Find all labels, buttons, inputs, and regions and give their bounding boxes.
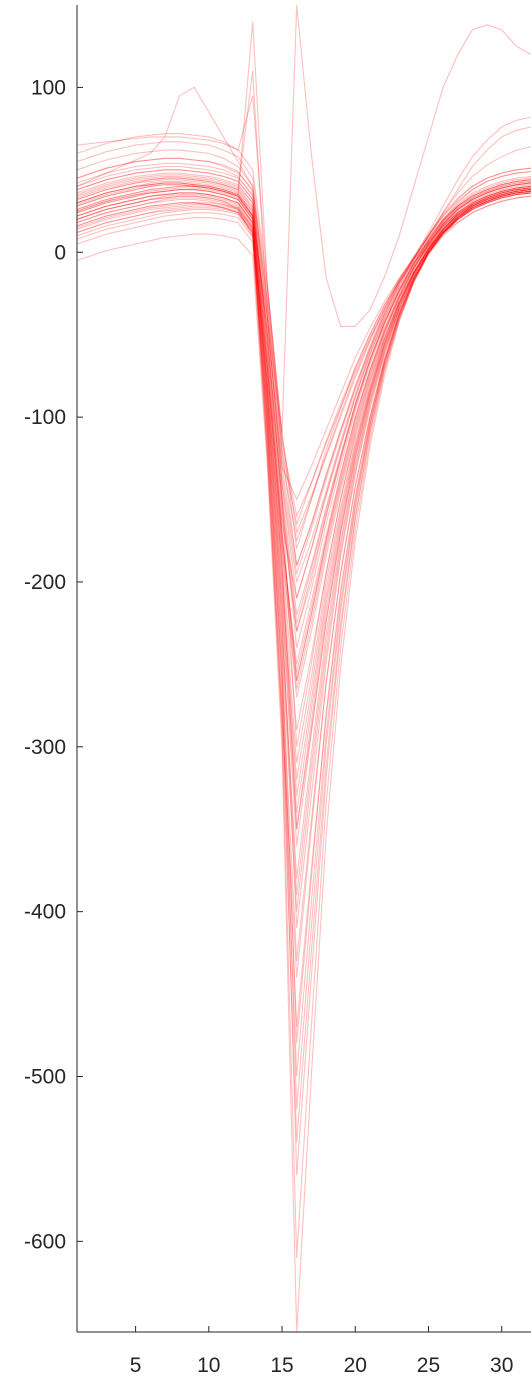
y-tick-label: -300 bbox=[24, 736, 66, 759]
x-tick-label: 20 bbox=[344, 1354, 367, 1377]
waveform-line-15 bbox=[76, 169, 531, 649]
y-tick-label: 0 bbox=[54, 241, 66, 264]
waveform-line-27 bbox=[76, 162, 531, 616]
waveform-line-22 bbox=[76, 175, 531, 599]
waveform-line-25 bbox=[76, 182, 531, 665]
waveform-line-39 bbox=[76, 169, 531, 624]
waveform-line-16 bbox=[76, 185, 531, 731]
waveform-line-7 bbox=[76, 184, 531, 501]
waveform-line-6 bbox=[76, 190, 531, 929]
waveform-line-29 bbox=[76, 185, 531, 764]
waveform-line-36 bbox=[76, 189, 531, 896]
waveform-line-12 bbox=[76, 187, 531, 780]
waveform-line-28 bbox=[76, 190, 531, 1028]
y-tick-label: 100 bbox=[31, 76, 66, 99]
y-tick-label: -200 bbox=[24, 571, 66, 594]
x-tick-label: 30 bbox=[490, 1354, 513, 1377]
y-tick-label: -100 bbox=[24, 406, 66, 429]
series-lines bbox=[76, 4, 531, 1333]
y-tick-label: -500 bbox=[24, 1065, 66, 1088]
waveform-line-20 bbox=[76, 180, 531, 682]
waveform-line-23 bbox=[76, 187, 531, 797]
waveform-line-2 bbox=[76, 192, 531, 682]
waveform-line-3 bbox=[76, 182, 531, 747]
waveform-line-8 bbox=[76, 189, 531, 1044]
waveform-line-34 bbox=[76, 187, 531, 846]
waveform-line-40 bbox=[76, 187, 531, 813]
waveform-line-21 bbox=[76, 192, 531, 1258]
waveform-line-35 bbox=[76, 86, 531, 543]
waveform-line-18 bbox=[76, 149, 531, 566]
x-tick-label: 5 bbox=[130, 1354, 142, 1377]
waveform-line-5 bbox=[76, 174, 531, 632]
waveform-line-46 bbox=[76, 192, 531, 1143]
x-axis-ticks: 5 10 15 20 25 30 bbox=[130, 1326, 513, 1377]
waveform-line-42 bbox=[76, 190, 531, 962]
waveform-line-41 bbox=[76, 4, 531, 434]
waveform-line-14 bbox=[76, 190, 531, 978]
waveform-line-17 bbox=[76, 189, 531, 879]
waveform-line-33 bbox=[76, 116, 531, 518]
x-tick-label: 10 bbox=[197, 1354, 220, 1377]
waveform-line-43 bbox=[76, 177, 531, 673]
waveform-line-13 bbox=[76, 157, 531, 527]
waveform-line-45 bbox=[76, 187, 531, 830]
waveform-line-9 bbox=[76, 165, 531, 583]
waveform-line-19 bbox=[76, 189, 531, 1110]
waveform-line-4 bbox=[76, 192, 531, 830]
waveform-line-1 bbox=[76, 189, 531, 550]
waveform-line-37 bbox=[76, 21, 531, 566]
waveform-line-24 bbox=[76, 95, 531, 535]
waveform-line-32 bbox=[76, 70, 531, 599]
x-tick-label: 25 bbox=[417, 1354, 440, 1377]
waveform-line-30 bbox=[76, 172, 531, 632]
waveform-line-38 bbox=[76, 190, 531, 1077]
waveform-line-47 bbox=[76, 182, 531, 690]
waveform-line-44 bbox=[76, 157, 531, 574]
y-axis-ticks: 100 0 -100 -200 -300 -400 -500 -600 bbox=[24, 76, 83, 1253]
x-tick-label: 15 bbox=[270, 1354, 293, 1377]
waveform-line-31 bbox=[76, 195, 531, 1333]
waveform-line-11 bbox=[76, 179, 531, 698]
waveform-line-10 bbox=[76, 190, 531, 1176]
y-tick-label: -600 bbox=[24, 1230, 66, 1253]
waveform-line-26 bbox=[76, 189, 531, 912]
y-tick-label: -400 bbox=[24, 901, 66, 924]
